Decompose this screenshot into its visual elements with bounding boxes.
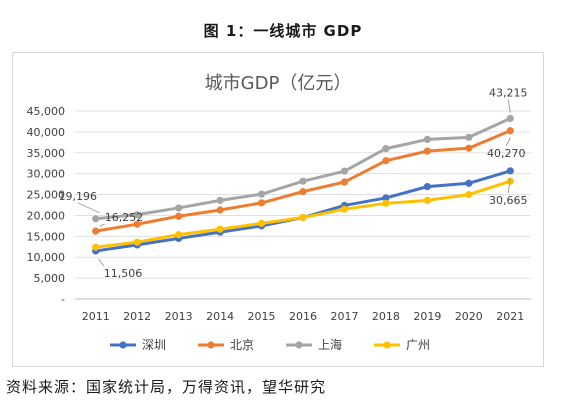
data-point [423, 183, 431, 191]
data-point [133, 238, 141, 246]
data-point [465, 133, 473, 141]
x-tick-label: 2021 [496, 310, 524, 323]
data-point [382, 194, 390, 202]
y-tick-label: 45,000 [27, 105, 66, 118]
x-tick-label: 2018 [372, 310, 400, 323]
y-tick-label: 30,000 [27, 168, 66, 181]
y-tick-label: 15,000 [27, 230, 66, 243]
x-tick-label: 2012 [123, 310, 151, 323]
line-chart: 城市GDP（亿元） - 5,000 10,000 15,000 20,000 25,000… [27, 73, 531, 352]
legend-marker-0 [119, 341, 127, 349]
x-tick-label: 2019 [413, 310, 441, 323]
data-label: 11,506 [104, 267, 142, 280]
data-label-leader [505, 137, 511, 146]
legend-label-0: 深圳 [142, 338, 166, 352]
data-label: 30,665 [489, 194, 528, 207]
x-tick-label: 2016 [289, 310, 317, 323]
data-point [340, 167, 349, 175]
data-point [506, 114, 514, 123]
data-point [257, 199, 266, 207]
chart-area: 城市GDP（亿元） - 5,000 10,000 15,000 20,000 25,000… [12, 52, 544, 367]
data-point [423, 135, 431, 144]
x-tick-label: 2020 [455, 310, 483, 323]
data-point [299, 188, 307, 196]
data-point [465, 144, 473, 152]
source-note: 资料来源：国家统计局，万得资讯，望华研究 [6, 378, 327, 396]
y-tick-label: 35,000 [27, 147, 66, 160]
data-label-leader [507, 99, 511, 113]
y-tick-label: 10,000 [27, 251, 66, 264]
legend-label-1: 北京 [230, 338, 254, 352]
data-point [257, 219, 266, 227]
data-label: 43,215 [489, 86, 528, 99]
data-label: 19,196 [58, 190, 97, 203]
data-point [133, 211, 141, 219]
data-point [133, 220, 141, 228]
data-label-leader [98, 258, 105, 267]
data-point [506, 127, 514, 135]
data-point [92, 215, 100, 223]
x-tick-label: 2011 [82, 310, 110, 323]
data-point [506, 177, 514, 185]
data-point [382, 145, 390, 153]
data-label-leader [77, 202, 100, 214]
legend-marker-3 [383, 341, 391, 349]
data-point [506, 167, 514, 175]
legend-marker-1 [207, 341, 215, 349]
legend-label-3: 广州 [406, 338, 430, 352]
data-point [175, 231, 183, 239]
y-tick-label: 5,000 [34, 272, 66, 285]
data-label: 16,252 [105, 211, 143, 224]
data-point [340, 205, 349, 213]
y-tick-label: - [61, 293, 65, 306]
data-point [257, 190, 266, 198]
figure-title: 图 1：一线城市 GDP [203, 22, 363, 40]
y-tick-label: 25,000 [27, 189, 66, 202]
data-point [423, 196, 431, 205]
y-tick-label: 40,000 [27, 126, 66, 139]
data-point [465, 179, 473, 187]
data-point [299, 213, 307, 222]
data-point [340, 178, 349, 186]
data-point [423, 147, 431, 155]
data-point [382, 157, 390, 165]
y-tick-label: 20,000 [27, 209, 66, 222]
data-label: 40,270 [487, 147, 526, 160]
data-point [92, 243, 100, 251]
data-point [382, 199, 390, 207]
x-tick-label: 2013 [165, 310, 193, 323]
data-point [216, 206, 224, 214]
data-label-leader [99, 223, 105, 227]
data-point [465, 190, 473, 199]
x-tick-label: 2015 [248, 310, 276, 323]
data-point [175, 212, 183, 220]
legend-label-2: 上海 [318, 337, 342, 352]
data-point [175, 204, 183, 212]
data-point [92, 227, 100, 235]
x-tick-label: 2017 [330, 310, 358, 323]
x-tick-label: 2014 [206, 310, 234, 323]
data-point [216, 225, 224, 233]
chart-title: 城市GDP（亿元） [205, 73, 352, 94]
data-point [216, 196, 224, 205]
legend-marker-2 [295, 341, 303, 349]
data-point [299, 177, 307, 185]
series-line-2 [95, 117, 511, 221]
data-label-leader [507, 177, 511, 193]
